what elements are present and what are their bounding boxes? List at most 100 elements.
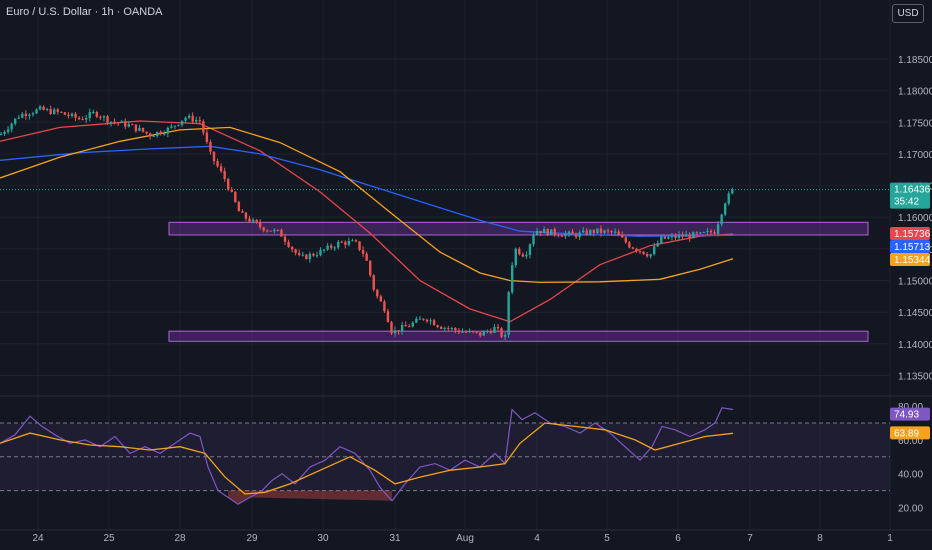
candle-body: [70, 113, 74, 117]
price-tick-label: 1.14500: [898, 308, 932, 319]
time-tick-label: 28: [174, 533, 186, 544]
candle-body: [17, 117, 20, 119]
candle-body: [230, 189, 233, 192]
candle-body: [308, 253, 312, 260]
candle-body: [656, 242, 659, 247]
candle-body: [358, 241, 361, 250]
candle-body: [244, 212, 248, 219]
candle-body: [667, 237, 670, 239]
rsi-badge-label: 74.93: [894, 410, 919, 421]
time-tick-label: 6: [675, 533, 681, 544]
candle-body: [628, 242, 631, 248]
candle-body: [138, 127, 141, 131]
candle-body: [422, 318, 425, 320]
candle-body: [642, 251, 645, 255]
candle-body: [471, 330, 475, 332]
time-tick-label: 8: [817, 533, 823, 544]
candle-body: [709, 230, 713, 233]
candle-body: [251, 219, 255, 222]
candle-body: [184, 117, 187, 121]
candle-body: [173, 125, 177, 127]
candle-body: [337, 241, 340, 248]
candle-body: [266, 230, 269, 232]
candle-body: [0, 134, 3, 136]
candle-body: [109, 121, 113, 123]
candle-body: [156, 131, 159, 137]
candle-body: [720, 214, 723, 225]
candles: [0, 104, 734, 341]
time-tick-label: 7: [747, 533, 753, 544]
price-tick-label: 1.15000: [898, 277, 932, 288]
candle-body: [585, 230, 588, 235]
candle-body: [195, 120, 198, 122]
candle-body: [45, 109, 49, 111]
candle-body: [695, 232, 698, 234]
candle-body: [269, 230, 272, 232]
candle-body: [351, 240, 354, 242]
candle-body: [716, 224, 720, 234]
candle-body: [333, 247, 336, 249]
candle-body: [294, 249, 297, 253]
candle-body: [479, 332, 482, 336]
candle-body: [411, 322, 414, 327]
candle-body: [280, 229, 283, 237]
candle-body: [731, 189, 734, 194]
candle-body: [574, 233, 578, 238]
candle-body: [21, 113, 24, 118]
candle-body: [152, 136, 155, 138]
candle-body: [81, 119, 84, 121]
candle-body: [482, 331, 485, 336]
candle-body: [141, 127, 145, 132]
candle-body: [493, 326, 496, 333]
candle-body: [372, 275, 375, 290]
candle-body: [681, 234, 684, 237]
candle-body: [415, 318, 418, 323]
rsi-tick-label: 20.00: [898, 504, 923, 515]
candle-body: [677, 234, 681, 238]
rsi-badge: [890, 407, 930, 421]
candle-body: [500, 328, 503, 337]
candle-body: [429, 320, 432, 322]
candle-body: [63, 112, 67, 115]
candle-body: [582, 230, 585, 233]
candle-body: [28, 114, 31, 117]
candle-body: [404, 325, 407, 327]
candle-body: [340, 241, 343, 243]
candle-body: [638, 250, 642, 252]
candle-body: [418, 318, 422, 320]
price-tick-label: 1.18000: [898, 87, 932, 98]
currency-button[interactable]: USD: [892, 4, 924, 23]
candle-body: [56, 109, 59, 112]
symbol-title: Euro / U.S. Dollar · 1h · OANDA: [6, 6, 163, 18]
candle-body: [49, 109, 52, 114]
time-tick-label: 25: [103, 533, 115, 544]
candle-body: [447, 327, 450, 329]
candle-body: [645, 254, 649, 257]
candle-body: [663, 236, 667, 239]
price-badge-label: 1.16436: [894, 185, 931, 196]
candle-body: [287, 241, 290, 247]
candle-body: [436, 325, 439, 327]
price-badge: [890, 226, 930, 240]
candle-body: [42, 106, 45, 110]
candle-body: [560, 235, 564, 237]
candle-body: [212, 151, 216, 162]
candle-body: [724, 203, 727, 215]
candle-body: [688, 234, 691, 239]
time-tick-label: 29: [246, 533, 258, 544]
price-badge-label: 1.15713: [894, 242, 931, 253]
candle-body: [507, 292, 510, 335]
candle-body: [699, 232, 702, 234]
candle-body: [557, 234, 560, 236]
candle-body: [106, 116, 109, 123]
candle-body: [610, 231, 613, 233]
candle-body: [621, 235, 624, 238]
candle-body: [6, 129, 10, 132]
candle-body: [134, 124, 138, 131]
candle-body: [521, 254, 525, 257]
candle-body: [120, 121, 123, 124]
candle-body: [322, 249, 326, 251]
candle-body: [258, 222, 262, 228]
candle-body: [74, 113, 77, 118]
